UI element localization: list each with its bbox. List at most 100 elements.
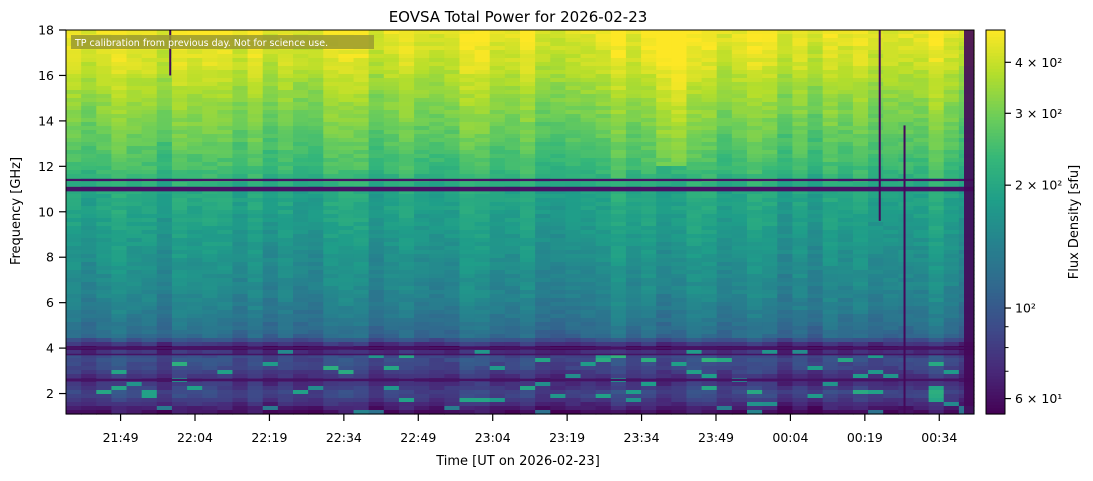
heatmap-cell [883,358,899,363]
heatmap-cell [398,290,415,295]
heatmap-cell [898,194,915,199]
heatmap-cell [353,126,370,131]
heatmap-cell [398,326,415,331]
heatmap-cell [777,66,793,71]
heatmap-cell [111,170,128,175]
heatmap-cell [777,238,793,243]
heatmap-cell [928,86,945,91]
heatmap-cell [913,98,930,103]
heatmap-cell [686,50,703,55]
heatmap-cell [474,230,491,235]
heatmap-cell [852,130,869,135]
heatmap-cell [247,250,264,255]
heatmap-cell [807,114,824,119]
heatmap-cell [807,234,824,239]
heatmap-cell [81,238,97,243]
heatmap-cell [111,350,128,355]
heatmap-cell [187,302,203,307]
heatmap-cell [550,86,566,91]
heatmap-cell [277,290,294,295]
heatmap-cell [656,258,672,263]
heatmap-cell [444,62,461,67]
heatmap-cell [731,150,748,155]
heatmap-cell [171,254,188,259]
heatmap-cell [883,238,899,243]
heatmap-cell [535,266,551,271]
heatmap-cell [474,354,491,359]
heatmap-cell [656,326,672,331]
heatmap-cell [368,214,385,219]
heatmap-cell [943,102,960,107]
heatmap-cell [943,310,960,315]
heatmap-cell [731,314,748,319]
heatmap-cell [868,206,884,211]
heatmap-cell [323,66,339,71]
heatmap-cell [610,30,627,35]
heatmap-cell [217,330,234,335]
heatmap-cell [898,358,915,363]
heatmap-cell [126,86,143,91]
heatmap-cell [247,90,264,95]
heatmap-cell [943,38,960,43]
heatmap-cell [943,278,960,283]
heatmap-cell [141,106,158,111]
heatmap-cell [202,182,218,187]
heatmap-cell [731,222,748,227]
heatmap-cell [111,90,128,95]
heatmap-cell [308,270,324,275]
heatmap-cell [308,258,324,263]
heatmap-cell [883,182,899,187]
heatmap-cell [550,194,566,199]
heatmap-cell [156,202,173,207]
heatmap-cell [429,150,445,155]
heatmap-cell [837,42,854,47]
heatmap-cell [383,230,400,235]
heatmap-cell [444,318,461,323]
heatmap-cell [868,62,884,67]
heatmap-cell [913,282,930,287]
heatmap-cell [489,190,506,195]
heatmap-cell [777,274,793,279]
heatmap-cell [368,90,385,95]
heatmap-cell [96,310,112,315]
heatmap-cell [202,306,218,311]
heatmap-cell [141,242,158,247]
heatmap-cell [293,294,309,299]
heatmap-cell [852,266,869,271]
heatmap-cell [868,358,884,363]
heatmap-cell [141,342,158,347]
heatmap-cell [656,134,672,139]
heatmap-cell [656,306,672,311]
heatmap-cell [671,290,688,295]
heatmap-cell [625,82,642,87]
heatmap-cell [247,62,264,67]
heatmap-cell [202,90,218,95]
heatmap-cell [535,358,551,363]
heatmap-cell [247,142,264,147]
heatmap-cell [868,350,884,355]
heatmap-cell [792,214,809,219]
heatmap-cell [429,122,445,127]
heatmap-cell [731,278,748,283]
heatmap-cell [111,294,128,299]
heatmap-cell [731,306,748,311]
heatmap-cell [293,154,309,159]
heatmap-cell [474,322,491,327]
heatmap-cell [580,82,597,87]
heatmap-cell [822,190,839,195]
heatmap-cell [66,90,82,95]
heatmap-cell [247,350,264,355]
heatmap-cell [535,150,551,155]
heatmap-cell [898,94,915,99]
heatmap-cell [141,354,158,359]
heatmap-cell [368,130,385,135]
heatmap-cell [762,262,778,267]
heatmap-cell [686,130,703,135]
heatmap-cell [701,42,718,47]
heatmap-cell [398,70,415,75]
heatmap-cell [898,110,915,115]
heatmap-cell [308,74,324,79]
heatmap-cell [641,222,657,227]
heatmap-cell [716,294,733,299]
heatmap-cell [217,258,234,263]
